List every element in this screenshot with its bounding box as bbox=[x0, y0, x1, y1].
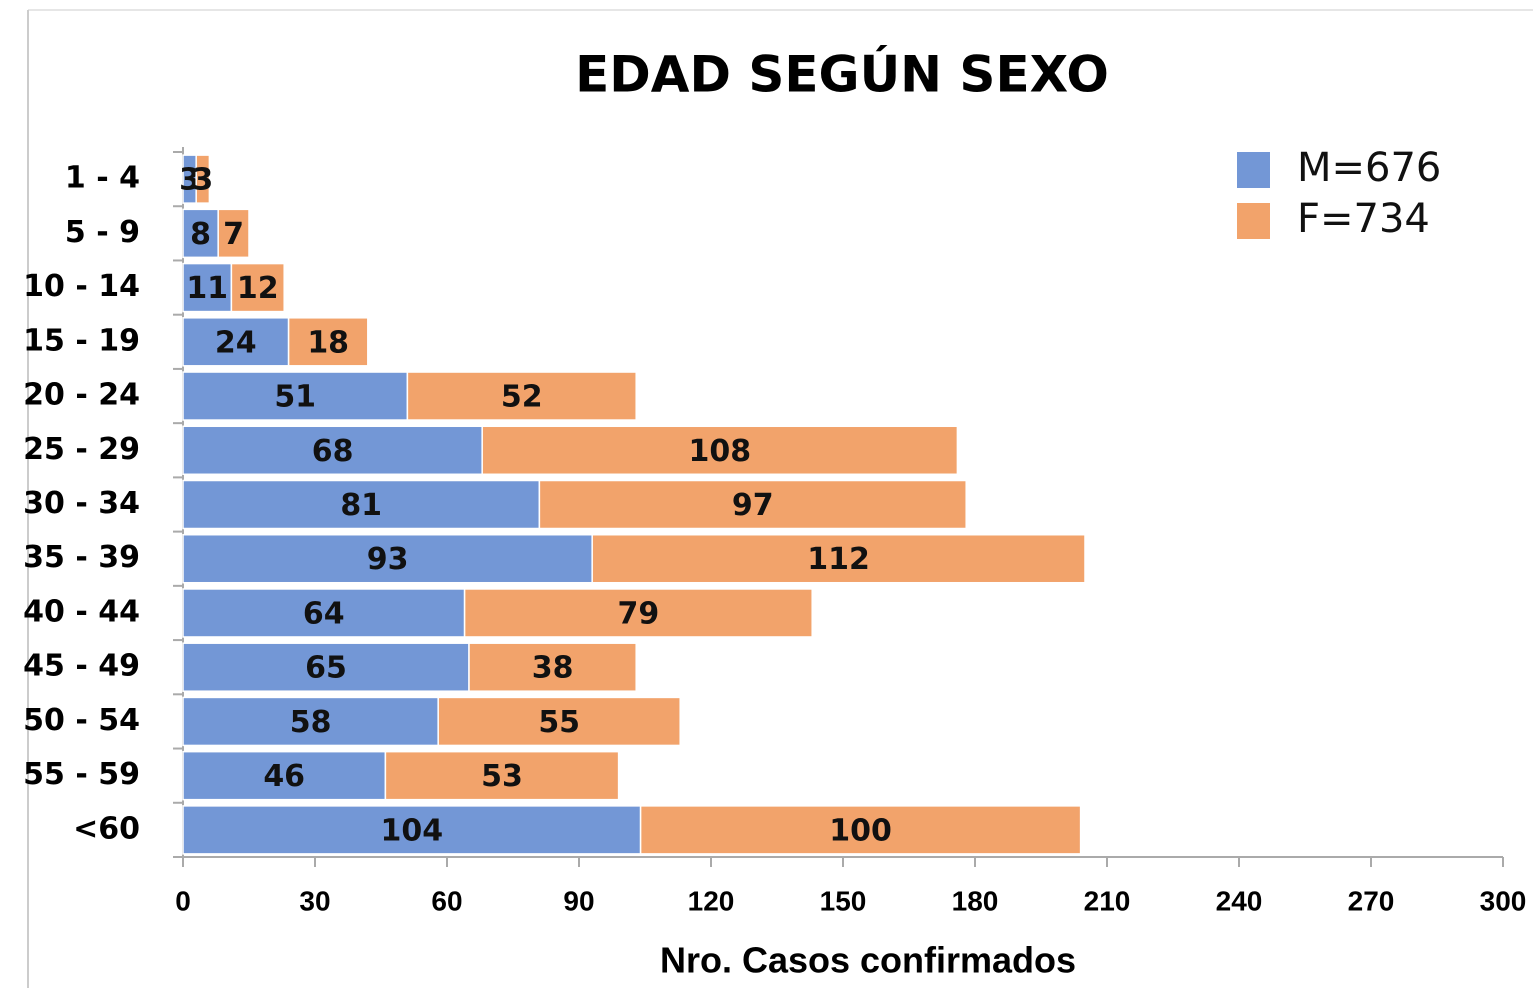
x-tick-label: 270 bbox=[1348, 885, 1395, 916]
value-label: 46 bbox=[263, 759, 305, 794]
x-tick-label: 0 bbox=[175, 885, 191, 916]
bar-segment bbox=[384, 750, 620, 801]
chart-title: EDAD SEGÚN SEXO bbox=[575, 45, 1109, 104]
y-tick-label: 25 - 29 bbox=[23, 432, 140, 467]
legend-swatch bbox=[1237, 203, 1270, 239]
value-label: 51 bbox=[274, 380, 316, 415]
bar-segment bbox=[182, 696, 439, 747]
y-tick-label: 15 - 19 bbox=[23, 323, 140, 358]
value-label: 8 bbox=[190, 217, 211, 252]
value-label: 11 bbox=[186, 271, 228, 306]
bar-segment bbox=[182, 533, 593, 584]
y-tick-label: 45 - 49 bbox=[23, 649, 140, 684]
legend-swatch bbox=[1237, 152, 1270, 188]
bar-segment bbox=[406, 371, 637, 421]
value-label: 12 bbox=[237, 271, 279, 306]
legend-label: M=676 bbox=[1297, 145, 1441, 191]
x-tick-label: 60 bbox=[431, 885, 462, 916]
y-tick-label: <60 bbox=[73, 811, 140, 846]
x-tick-label: 240 bbox=[1216, 885, 1263, 916]
bar-segment bbox=[538, 479, 967, 530]
bar-segment bbox=[182, 208, 219, 259]
value-label: 38 bbox=[532, 651, 574, 686]
value-label: 108 bbox=[688, 434, 751, 469]
bar-segment bbox=[230, 262, 285, 313]
value-label: 79 bbox=[618, 596, 660, 631]
bar-segment bbox=[182, 425, 483, 476]
bar-segment bbox=[195, 154, 211, 204]
value-label: 64 bbox=[303, 596, 345, 631]
value-label: 97 bbox=[732, 488, 774, 523]
bar-segment bbox=[182, 371, 409, 421]
y-tick-label: 55 - 59 bbox=[23, 757, 140, 792]
bar-segment bbox=[182, 805, 642, 855]
x-tick-label: 30 bbox=[299, 885, 330, 916]
x-tick-label: 210 bbox=[1084, 885, 1131, 916]
x-tick-label: 120 bbox=[688, 885, 735, 916]
bar-segment bbox=[591, 533, 1086, 584]
bar-segment bbox=[182, 588, 466, 638]
value-label: 55 bbox=[538, 705, 580, 740]
y-tick-label: 35 - 39 bbox=[23, 540, 140, 575]
bar-segment bbox=[481, 425, 959, 476]
y-tick-label: 40 - 44 bbox=[23, 594, 140, 629]
x-axis-title: Nro. Casos confirmados bbox=[660, 940, 1076, 981]
value-label: 7 bbox=[223, 217, 244, 252]
y-tick-label: 50 - 54 bbox=[23, 703, 140, 738]
value-label: 58 bbox=[290, 705, 332, 740]
value-label: 3 bbox=[192, 163, 213, 198]
y-tick-label: 30 - 34 bbox=[23, 486, 140, 521]
value-label: 53 bbox=[481, 759, 523, 794]
bar-segment bbox=[287, 317, 369, 367]
x-tick-label: 90 bbox=[563, 885, 594, 916]
bar-segment bbox=[182, 262, 233, 313]
bar-segment bbox=[217, 208, 250, 259]
y-tick-label: 1 - 4 bbox=[65, 161, 140, 196]
y-tick-label: 5 - 9 bbox=[65, 215, 140, 250]
value-label: 65 bbox=[305, 651, 347, 686]
x-tick-label: 150 bbox=[820, 885, 867, 916]
x-tick-label: 300 bbox=[1480, 885, 1527, 916]
bar-segment bbox=[463, 588, 813, 638]
value-label: 100 bbox=[829, 813, 892, 848]
x-tick-label: 180 bbox=[952, 885, 999, 916]
bar-segment bbox=[468, 642, 637, 692]
y-tick-label: 20 - 24 bbox=[23, 378, 140, 413]
value-label: 24 bbox=[215, 325, 257, 360]
bar-segment bbox=[437, 696, 681, 747]
value-label: 3 bbox=[179, 163, 200, 198]
value-label: 18 bbox=[307, 325, 349, 360]
y-tick-label: 10 - 14 bbox=[23, 269, 140, 304]
value-label: 68 bbox=[312, 434, 354, 469]
value-label: 104 bbox=[380, 813, 443, 848]
value-label: 93 bbox=[367, 542, 409, 577]
value-label: 52 bbox=[501, 380, 543, 415]
value-label: 81 bbox=[340, 488, 382, 523]
bar-segment bbox=[639, 805, 1082, 855]
value-label: 112 bbox=[807, 542, 870, 577]
legend-label: F=734 bbox=[1297, 196, 1430, 242]
